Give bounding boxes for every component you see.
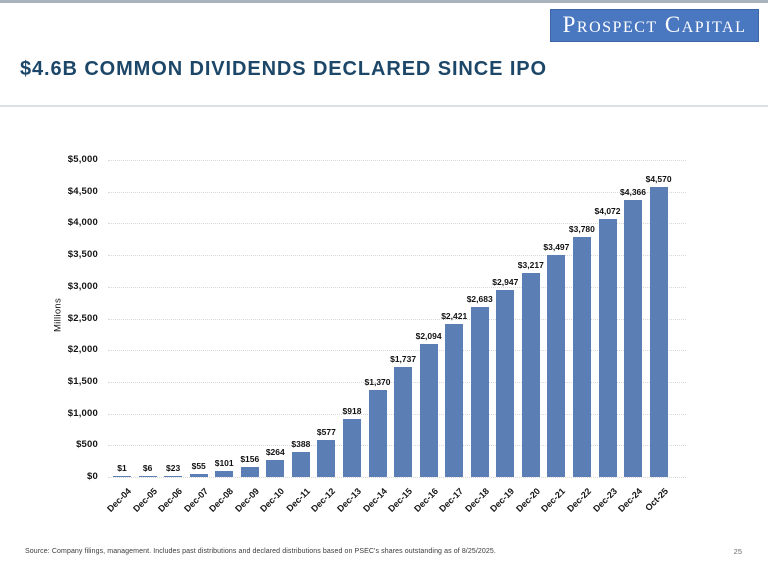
bar-value-label: $3,497 (543, 242, 570, 252)
bar-value-label: $918 (342, 406, 362, 416)
company-logo: Prospect Capital (550, 9, 759, 42)
y-gridline (108, 286, 686, 288)
dividend-bar (470, 307, 489, 477)
y-axis-tick-label: $1,000 (67, 407, 98, 419)
dividend-bar (547, 255, 566, 477)
bar-value-label: $2,421 (441, 311, 468, 321)
bar-value-label: $1,737 (390, 354, 417, 364)
y-axis-tick-label: $3,500 (67, 249, 98, 261)
dividend-bar (113, 476, 131, 477)
bar-value-label: $6 (142, 463, 153, 473)
y-axis-tick-label: $1,500 (67, 375, 98, 387)
dividend-bar (266, 460, 285, 477)
y-axis-tick-label: $5,000 (67, 154, 98, 165)
dividend-bar (240, 467, 259, 477)
bar-value-label: $55 (191, 461, 206, 471)
bar-value-label: $4,366 (620, 187, 646, 197)
y-gridline (108, 160, 686, 161)
bar-value-label: $388 (291, 439, 311, 449)
dividend-bar (164, 476, 183, 477)
dividend-bar (394, 367, 413, 477)
top-border-line (0, 0, 768, 3)
dividend-bar (317, 440, 336, 477)
dividend-bar (624, 200, 642, 477)
dividend-bar (291, 452, 310, 477)
bar-value-label: $4,072 (594, 206, 621, 216)
bar-value-label: $4,570 (645, 174, 672, 184)
dividend-bar (649, 187, 668, 477)
bar-value-label: $264 (265, 447, 285, 457)
dividend-bar (189, 474, 208, 477)
bar-value-label: $101 (214, 458, 234, 468)
y-gridline (108, 191, 686, 193)
bar-value-label: $577 (316, 427, 336, 437)
page-title: $4.6B COMMON DIVIDENDS DECLARED SINCE IP… (20, 58, 547, 80)
y-axis-tick-label: $500 (76, 439, 98, 451)
page-number: 25 (733, 547, 742, 556)
y-axis-tick-label: $2,000 (67, 344, 98, 356)
y-axis-tick-label: $3,000 (67, 280, 98, 292)
bar-value-label: $1,370 (364, 377, 391, 387)
bar-value-label: $23 (166, 463, 181, 473)
y-gridline (108, 350, 686, 352)
dividend-bar (572, 237, 591, 477)
bar-value-label: $1 (117, 463, 127, 473)
bar-value-label: $156 (240, 454, 260, 464)
y-gridline (108, 477, 686, 478)
y-axis-tick-label: $0 (87, 471, 98, 482)
dividend-bar (598, 219, 617, 477)
bar-value-label: $2,947 (492, 277, 519, 287)
dividend-bar (419, 344, 438, 477)
dividend-bar (215, 471, 234, 477)
dividend-bar (368, 390, 387, 477)
bar-value-label: $2,683 (466, 294, 493, 304)
header-divider (0, 105, 768, 107)
y-axis-tick-label: $4,500 (67, 185, 98, 197)
bar-value-label: $2,094 (415, 331, 442, 341)
source-note: Source: Company filings, management. Inc… (25, 548, 496, 555)
dividend-bar (496, 290, 515, 477)
dividend-bar (445, 324, 464, 477)
dividend-bar (521, 273, 540, 477)
y-axis-tick-label: $2,500 (67, 312, 98, 324)
company-logo-text: Prospect Capital (562, 12, 747, 37)
y-gridline (108, 318, 686, 320)
dividend-bar (343, 419, 361, 477)
bar-value-label: $3,217 (517, 260, 544, 270)
y-gridline (108, 223, 686, 225)
y-gridline (108, 255, 686, 257)
bar-value-label: $3,780 (568, 224, 595, 234)
y-axis-tick-label: $4,000 (67, 217, 98, 229)
dividend-bar (138, 476, 157, 477)
